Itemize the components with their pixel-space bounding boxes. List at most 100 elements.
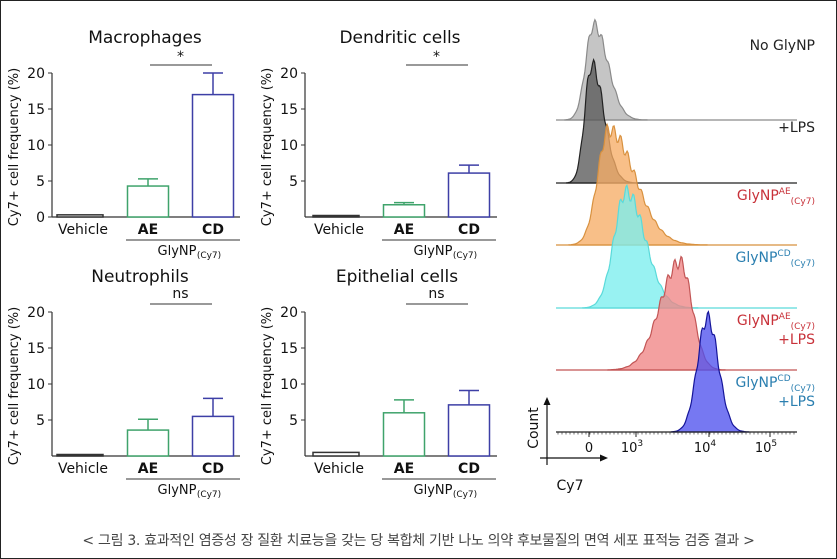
group-label: GlyNP <box>414 483 453 498</box>
histogram-overlay: No GlyNP+LPSGlyNPAE(Cy7)GlyNPCD(Cy7)GlyN… <box>526 18 815 494</box>
x-tick-label: 103 <box>621 439 643 456</box>
x-tick-base: 10 <box>755 441 772 456</box>
group-label: GlyNP <box>414 244 453 259</box>
histogram-label-sub: (Cy7) <box>791 322 815 332</box>
group-label-subscript: (Cy7) <box>197 251 221 261</box>
x-tick-label: Vehicle <box>58 222 108 238</box>
histogram-label-main: GlyNP <box>735 375 777 391</box>
bar-ae <box>382 204 426 218</box>
histogram-label: GlyNPAE(Cy7) <box>737 312 815 332</box>
x-tick-label: Vehicle <box>58 461 108 477</box>
arrow-head-right-icon <box>600 454 608 462</box>
bar-chart-dendritic-cells: Dendritic cells Cy7+ cell frequency (%) 5 1… <box>260 28 497 261</box>
histogram-label: GlyNPCD(Cy7) <box>735 374 815 394</box>
histogram-label-sup: CD <box>777 374 790 384</box>
chart-title: Macrophages <box>88 28 202 48</box>
cy7-axis-label: Cy7 <box>557 478 584 494</box>
bar-vehicle <box>56 214 104 218</box>
histogram-label-main: GlyNP <box>737 313 779 329</box>
x-tick-label: CD <box>458 222 480 238</box>
y-axis-label: Cy7+ cell frequency (%) <box>260 307 275 465</box>
bar-chart-neutrophils: Neutrophils Cy7+ cell frequency (%) 5 10 15 2… <box>7 267 240 500</box>
x-tick-label: AE <box>394 461 414 477</box>
group-label-subscript: (Cy7) <box>453 251 477 261</box>
y-axis-label: Cy7+ cell frequency (%) <box>7 307 22 465</box>
bar-ae <box>126 429 170 457</box>
x-tick-label: Vehicle <box>314 461 364 477</box>
x-tick-label: AE <box>394 222 414 238</box>
histogram-label-sup: CD <box>777 249 790 259</box>
group-label: GlyNP <box>158 483 197 498</box>
y-tick-label: 15 <box>27 341 45 357</box>
histogram-curve <box>670 310 750 433</box>
histogram-label-main: +LPS <box>778 120 815 136</box>
group-label-subscript: (Cy7) <box>453 490 477 500</box>
histogram-label-sub: (Cy7) <box>791 259 815 269</box>
histogram-label-line2: +LPS <box>778 332 815 348</box>
y-tick-label: 0 <box>36 210 45 226</box>
x-tick-label: 105 <box>755 439 777 456</box>
bar-vehicle <box>312 451 360 457</box>
y-tick-label: 20 <box>27 305 45 321</box>
chart-title: Dendritic cells <box>339 28 460 48</box>
histogram-label: +LPS <box>778 120 815 136</box>
histogram-curve <box>564 18 648 121</box>
group-label-subscript: (Cy7) <box>197 490 221 500</box>
x-tick-base: 0 <box>585 441 593 456</box>
y-tick-label: 5 <box>289 413 298 429</box>
histogram-label-sup: AE <box>779 312 791 322</box>
chart-title: Neutrophils <box>91 267 189 287</box>
count-axis-label: Count <box>526 407 542 449</box>
y-tick-label: 15 <box>280 102 298 118</box>
x-tick-label: CD <box>202 461 224 477</box>
y-tick-label: 20 <box>27 66 45 82</box>
x-tick-label: 0 <box>585 441 593 456</box>
significance-label: ns <box>428 286 444 302</box>
group-label: GlyNP <box>158 244 197 259</box>
y-tick-label: 5 <box>36 174 45 190</box>
y-tick-label: 15 <box>27 102 45 118</box>
bar-cd <box>447 404 491 457</box>
significance-label: * <box>433 49 440 65</box>
significance-label: ns <box>172 286 188 302</box>
histogram-label-main: GlyNP <box>735 250 777 266</box>
histogram-curve <box>568 122 708 246</box>
x-tick-exponent: 5 <box>771 439 777 449</box>
figure-caption: < 그림 3. 효과적인 염증성 장 질환 치료능을 갖는 당 복합체 기반 나… <box>82 533 755 549</box>
x-tick-label: 104 <box>694 439 717 456</box>
x-tick-label: CD <box>458 461 480 477</box>
y-axis-label: Cy7+ cell frequency (%) <box>260 68 275 226</box>
histogram-label: GlyNPCD(Cy7) <box>735 249 815 269</box>
histogram-label: GlyNPAE(Cy7) <box>737 187 815 207</box>
bar-ae <box>382 412 426 457</box>
bar-cd <box>191 93 235 218</box>
bar-cd <box>191 415 235 457</box>
x-tick-label: Vehicle <box>314 222 364 238</box>
bar-vehicle <box>56 453 104 457</box>
bar-chart-epithelial-cells: Epithelial cells Cy7+ cell frequency (%) 5… <box>260 267 497 500</box>
bar-vehicle <box>312 214 360 218</box>
histogram-label-sub: (Cy7) <box>791 384 815 394</box>
histogram-label: No GlyNP <box>750 38 815 54</box>
x-tick-label: CD <box>202 222 224 238</box>
y-tick-label: 20 <box>280 66 298 82</box>
x-tick-exponent: 4 <box>710 439 716 449</box>
y-tick-label: 10 <box>27 138 45 154</box>
x-tick-base: 10 <box>694 441 711 456</box>
arrow-head-up-icon <box>543 397 551 405</box>
y-tick-label: 5 <box>36 413 45 429</box>
y-tick-label: 10 <box>280 377 298 393</box>
bar-chart-macrophages: Macrophages Cy7+ cell frequency (%) 0 5 10 15… <box>7 28 240 261</box>
histogram-label-line2: +LPS <box>778 394 815 410</box>
bar-ae <box>126 185 170 218</box>
histogram-label-main: No GlyNP <box>750 38 815 54</box>
histogram-label-main: GlyNP <box>737 188 779 204</box>
bar-cd <box>447 172 491 218</box>
x-tick-label: AE <box>138 461 158 477</box>
y-tick-label: 5 <box>289 174 298 190</box>
x-tick-label: AE <box>138 222 158 238</box>
histogram-label-sup: AE <box>779 187 791 197</box>
y-tick-label: 15 <box>280 341 298 357</box>
histogram-label-sub: (Cy7) <box>791 197 815 207</box>
